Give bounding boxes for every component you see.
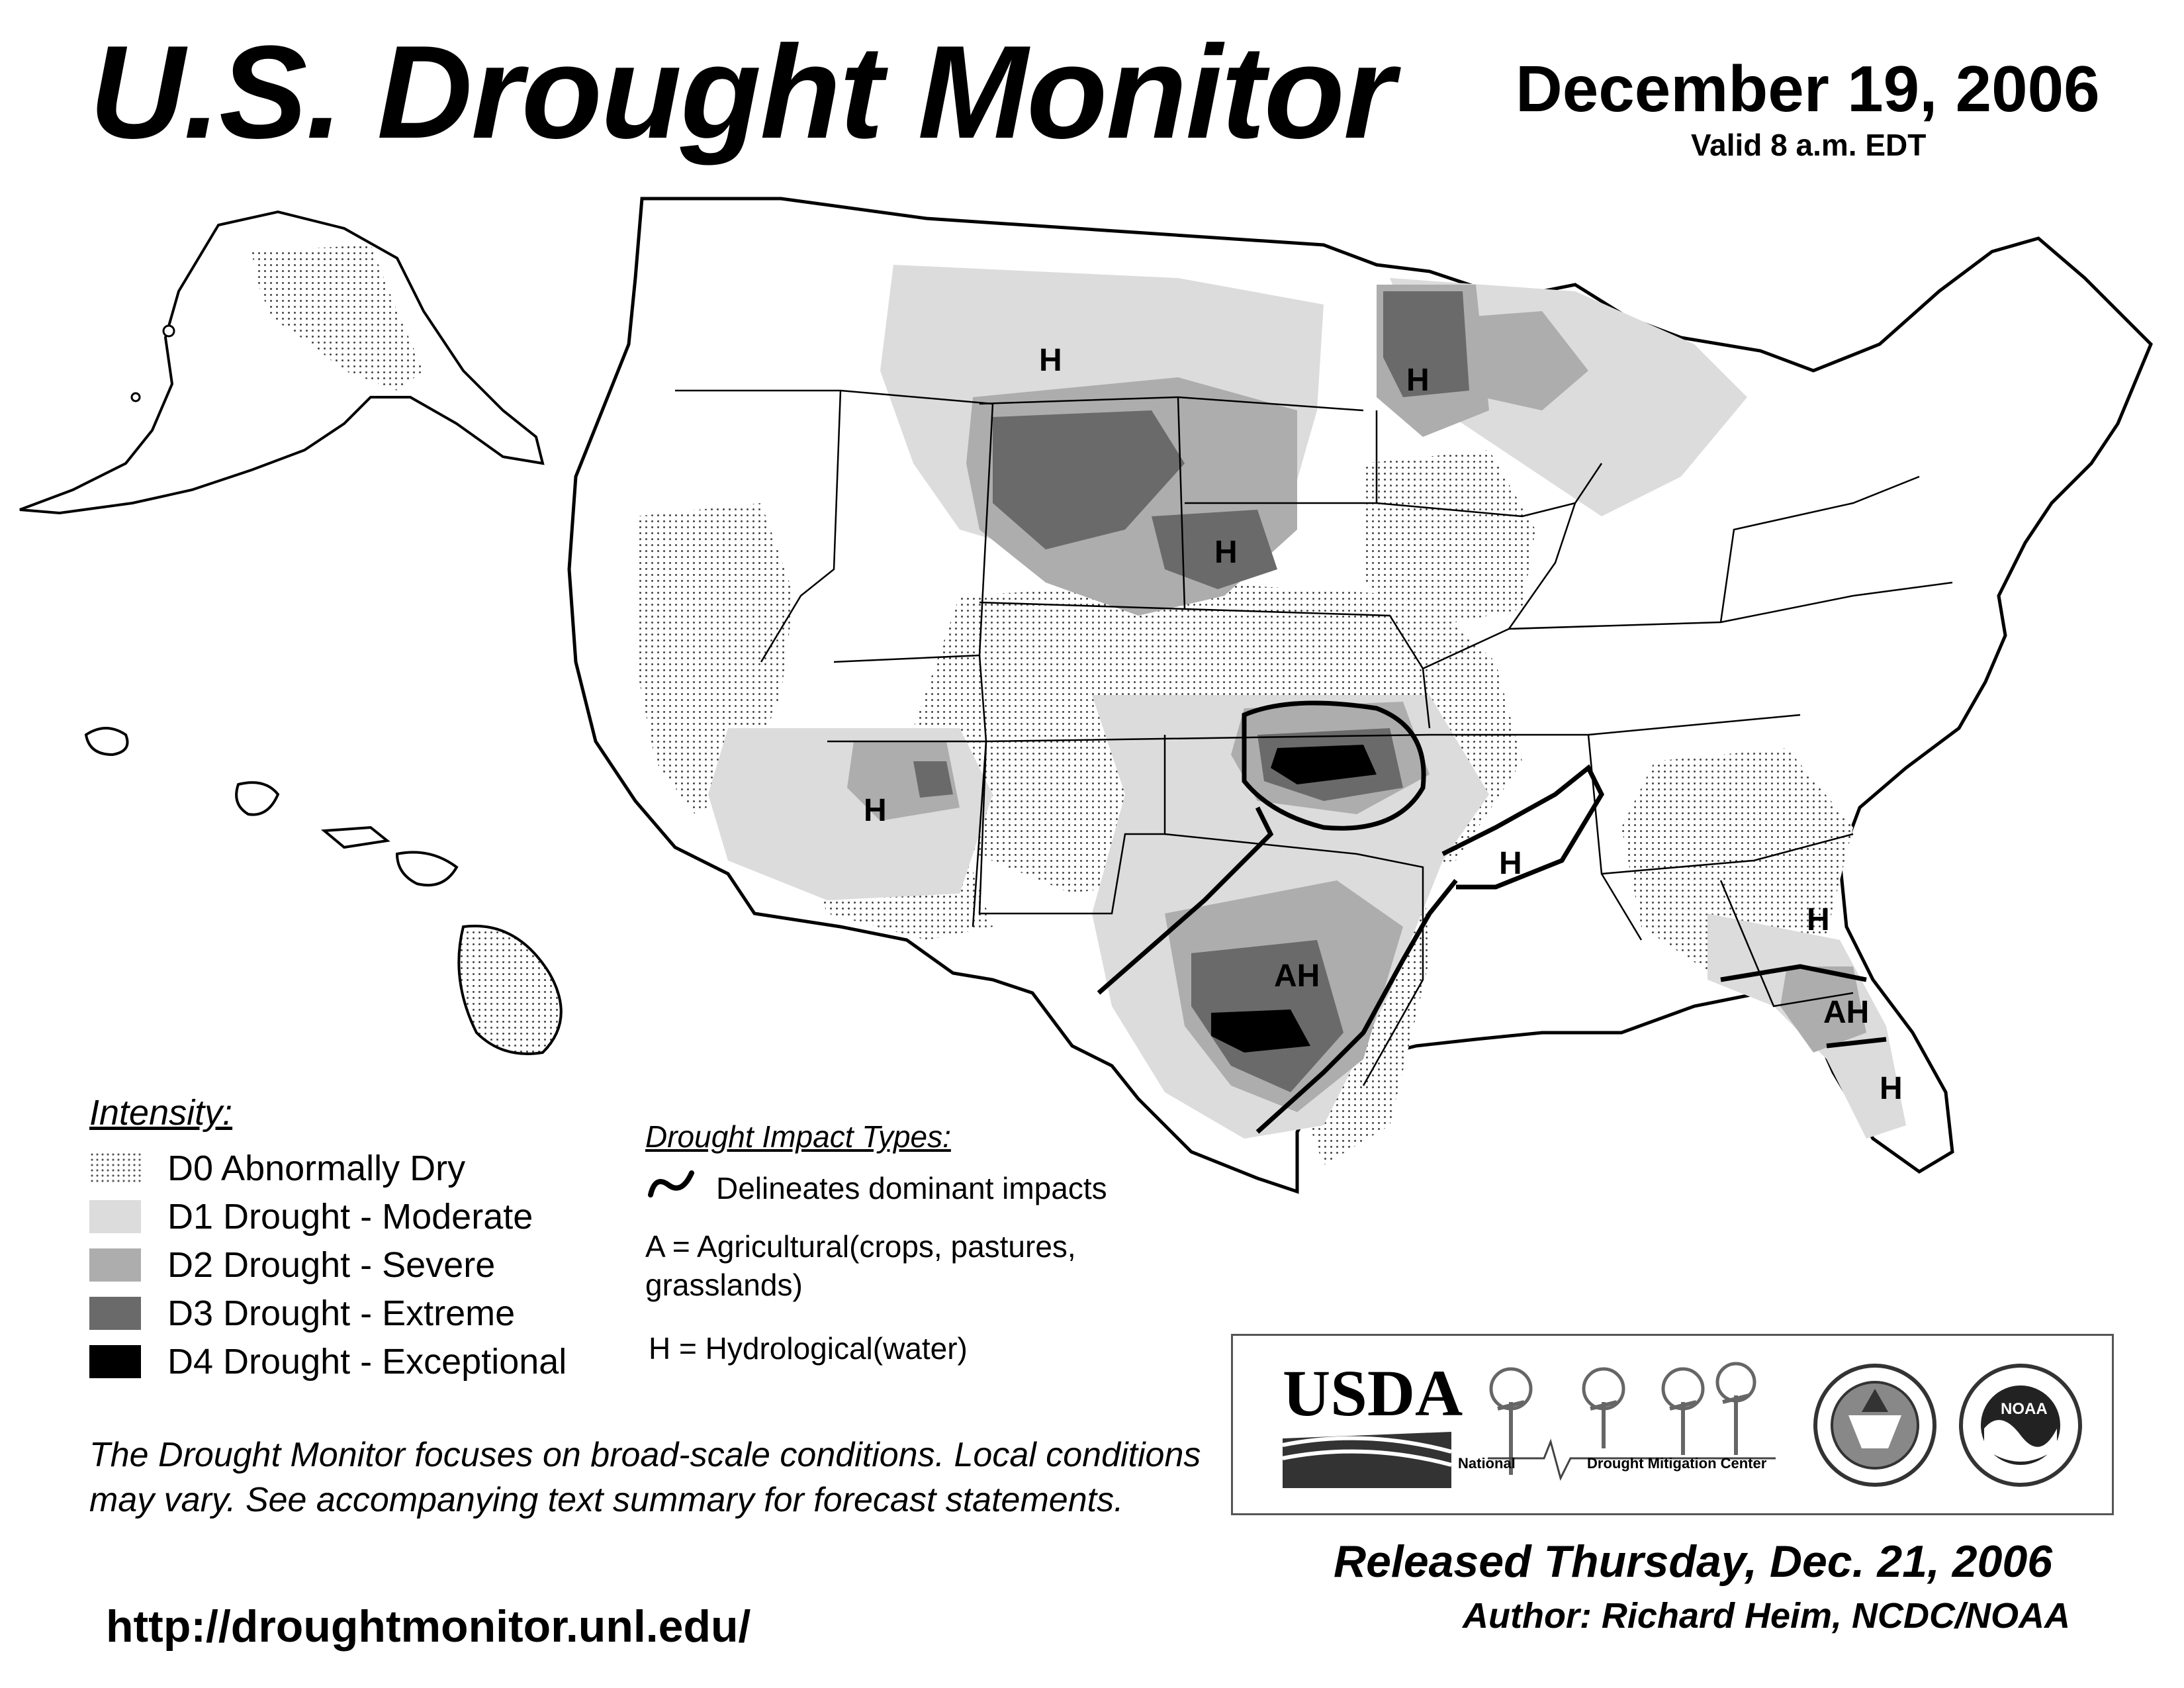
release-date: Released Thursday, Dec. 21, 2006 bbox=[1334, 1536, 2053, 1587]
website-link[interactable]: http://droughtmonitor.unl.edu/ bbox=[106, 1601, 751, 1652]
alaska-outline bbox=[19, 210, 545, 515]
impact-types-title: Drought Impact Types: bbox=[645, 1119, 951, 1154]
map-label-h-montana: H bbox=[1039, 343, 1062, 378]
legend-label: D3 Drought - Extreme bbox=[167, 1293, 516, 1333]
d0-upper-midwest bbox=[1363, 450, 1535, 629]
d3-minnesota bbox=[1383, 291, 1469, 397]
state-boundaries bbox=[675, 389, 1953, 1086]
ndmc-logo: National Drought Mitigation Center bbox=[1458, 1362, 1776, 1481]
drought-map: H H H H AH H H AH H bbox=[19, 197, 2153, 1194]
hawaii-molokai bbox=[320, 825, 390, 849]
hawaii-kauai bbox=[84, 727, 129, 757]
noaa-logo: NOAA bbox=[1959, 1364, 2082, 1487]
legend-item-d1: D1 Drought - Moderate bbox=[89, 1197, 533, 1237]
impact-lines bbox=[1097, 700, 1887, 1134]
impact-delineates-text: Delineates dominant impacts bbox=[716, 1171, 1107, 1205]
alaska-d0 bbox=[251, 245, 424, 391]
map-date: December 19, 2006 bbox=[1516, 52, 2100, 125]
map-label-h-minnesota: H bbox=[1406, 363, 1430, 398]
ndmc-center-text: Drought Mitigation Center bbox=[1587, 1455, 1767, 1472]
legend-swatch-d1 bbox=[89, 1200, 141, 1233]
partner-logos: USDA National Drought Mitigation Center bbox=[1282, 1356, 2082, 1488]
svg-text:USDA: USDA bbox=[1283, 1356, 1463, 1430]
hawaii-big-island bbox=[457, 924, 563, 1055]
impact-agricultural-text: A = Agricultural(crops, pastures, grassl… bbox=[645, 1229, 1076, 1302]
legend-label: D4 Drought - Exceptional bbox=[167, 1342, 567, 1382]
legend-swatch-d4 bbox=[89, 1345, 141, 1378]
impact-hydrological-text: H = Hydrological(water) bbox=[649, 1331, 968, 1366]
map-label-h-georgia: H bbox=[1807, 902, 1830, 937]
hawaii-oahu bbox=[235, 781, 280, 816]
legend-item-d2: D2 Drought - Severe bbox=[89, 1245, 495, 1285]
map-label-h-florida: H bbox=[1880, 1071, 1903, 1106]
valid-time: Valid 8 a.m. EDT bbox=[1691, 128, 1927, 162]
d3-arizona bbox=[913, 761, 953, 798]
legend-item-d4: D4 Drought - Exceptional bbox=[89, 1342, 567, 1382]
usda-logo: USDA bbox=[1282, 1356, 1463, 1488]
ndmc-national-text: National bbox=[1458, 1455, 1516, 1472]
map-label-ah-texas: AH bbox=[1274, 959, 1320, 994]
map-label-ah-florida: AH bbox=[1823, 995, 1869, 1030]
commerce-seal-icon bbox=[1813, 1364, 1936, 1487]
disclaimer-note: The Drought Monitor focuses on broad-sca… bbox=[89, 1436, 1201, 1519]
svg-text:NOAA: NOAA bbox=[2001, 1400, 2048, 1418]
page-title: U.S. Drought Monitor bbox=[89, 19, 1395, 166]
legend-item-d3: D3 Drought - Extreme bbox=[89, 1293, 515, 1333]
d4-texas bbox=[1211, 1009, 1310, 1053]
legend-item-d0: D0 Abnormally Dry bbox=[89, 1149, 465, 1188]
d2-florida bbox=[1780, 966, 1866, 1053]
legend-title: Intensity: bbox=[89, 1093, 233, 1133]
map-label-h-nebraska: H bbox=[1214, 535, 1238, 570]
map-label-h-arizona: H bbox=[864, 793, 887, 828]
legend-label: D1 Drought - Moderate bbox=[167, 1197, 533, 1237]
d2-great-lakes bbox=[1456, 311, 1588, 410]
legend-swatch-d3 bbox=[89, 1297, 141, 1330]
map-label-h-arkansas: H bbox=[1499, 846, 1522, 881]
partner-logos-box: USDA National Drought Mitigation Center bbox=[1231, 1334, 2114, 1515]
author: Author: Richard Heim, NCDC/NOAA bbox=[1463, 1596, 2071, 1636]
impact-line-icon bbox=[648, 1170, 694, 1197]
legend-swatch-d0 bbox=[89, 1152, 141, 1185]
legend-swatch-d2 bbox=[89, 1248, 141, 1282]
hawaii-maui bbox=[395, 851, 459, 887]
d0-southeast bbox=[1621, 748, 1853, 980]
d3-wyoming bbox=[993, 410, 1185, 549]
legend-label: D2 Drought - Severe bbox=[167, 1245, 496, 1285]
d4-oklahoma bbox=[1271, 745, 1377, 784]
legend-label: D0 Abnormally Dry bbox=[167, 1149, 466, 1188]
